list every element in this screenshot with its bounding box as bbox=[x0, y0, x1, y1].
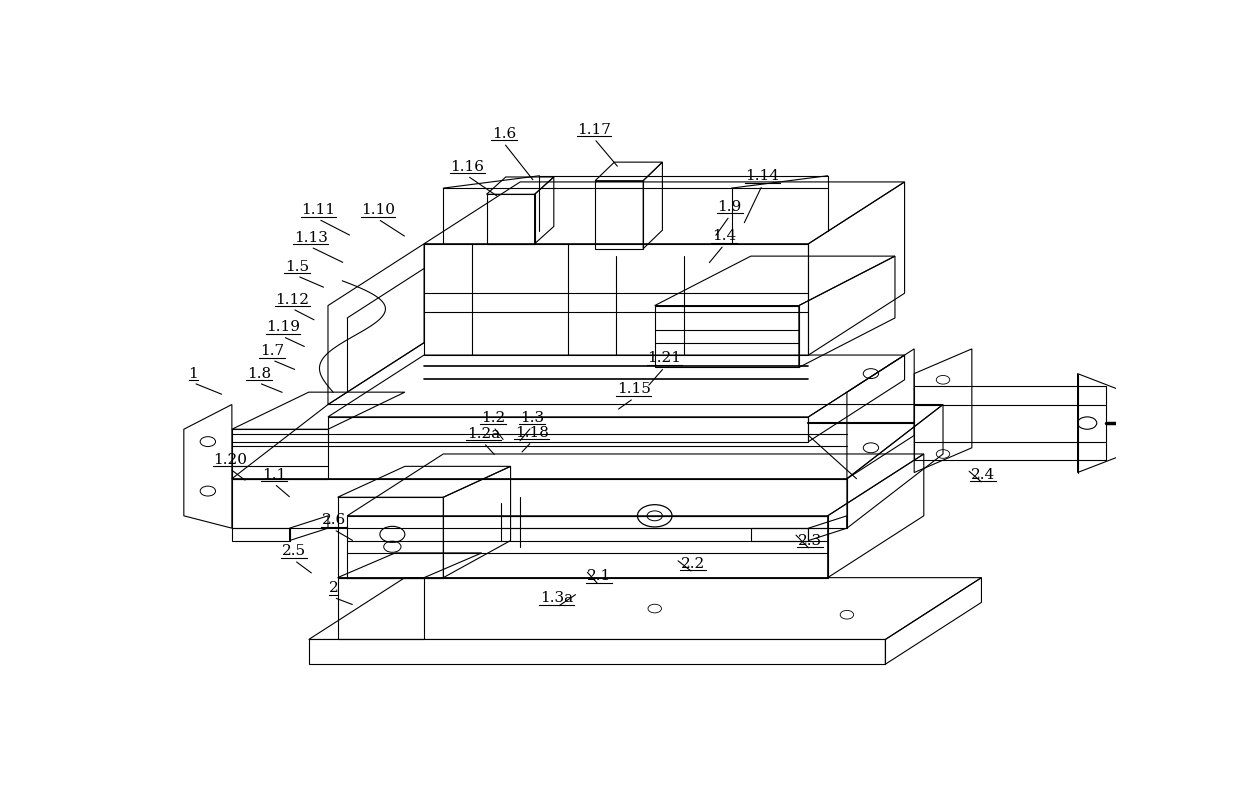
Text: 1.17: 1.17 bbox=[578, 123, 611, 136]
Text: 2.5: 2.5 bbox=[283, 544, 306, 557]
Text: 1.15: 1.15 bbox=[616, 382, 651, 395]
Text: 2.2: 2.2 bbox=[681, 556, 706, 570]
Text: 1.12: 1.12 bbox=[275, 292, 310, 306]
Text: 1.10: 1.10 bbox=[361, 203, 396, 217]
Text: 1.8: 1.8 bbox=[247, 367, 270, 380]
Text: 1.5: 1.5 bbox=[285, 260, 309, 273]
Text: 1.2: 1.2 bbox=[481, 410, 506, 424]
Text: 1.2a: 1.2a bbox=[467, 426, 500, 440]
Text: 1.20: 1.20 bbox=[213, 452, 247, 466]
Text: 1.3: 1.3 bbox=[520, 410, 544, 424]
Text: 1.6: 1.6 bbox=[492, 127, 516, 140]
Text: 1: 1 bbox=[188, 367, 198, 380]
Text: 1.4: 1.4 bbox=[712, 229, 737, 242]
Text: 2.1: 2.1 bbox=[587, 569, 611, 582]
Text: 1.21: 1.21 bbox=[647, 351, 681, 365]
Text: 1.1: 1.1 bbox=[262, 467, 286, 481]
Text: 1.9: 1.9 bbox=[718, 200, 742, 213]
Text: 2: 2 bbox=[329, 581, 339, 594]
Text: 2.3: 2.3 bbox=[799, 533, 822, 547]
Text: 2.6: 2.6 bbox=[321, 512, 346, 527]
Text: 1.19: 1.19 bbox=[265, 320, 300, 334]
Text: 1.11: 1.11 bbox=[301, 203, 335, 217]
Text: 1.18: 1.18 bbox=[515, 425, 548, 439]
Text: 1.3a: 1.3a bbox=[541, 590, 573, 605]
Text: 1.7: 1.7 bbox=[260, 343, 284, 358]
Text: 2.4: 2.4 bbox=[971, 467, 996, 481]
Text: 1.14: 1.14 bbox=[745, 168, 780, 183]
Text: 1.13: 1.13 bbox=[294, 230, 327, 245]
Text: 1.16: 1.16 bbox=[450, 160, 485, 173]
